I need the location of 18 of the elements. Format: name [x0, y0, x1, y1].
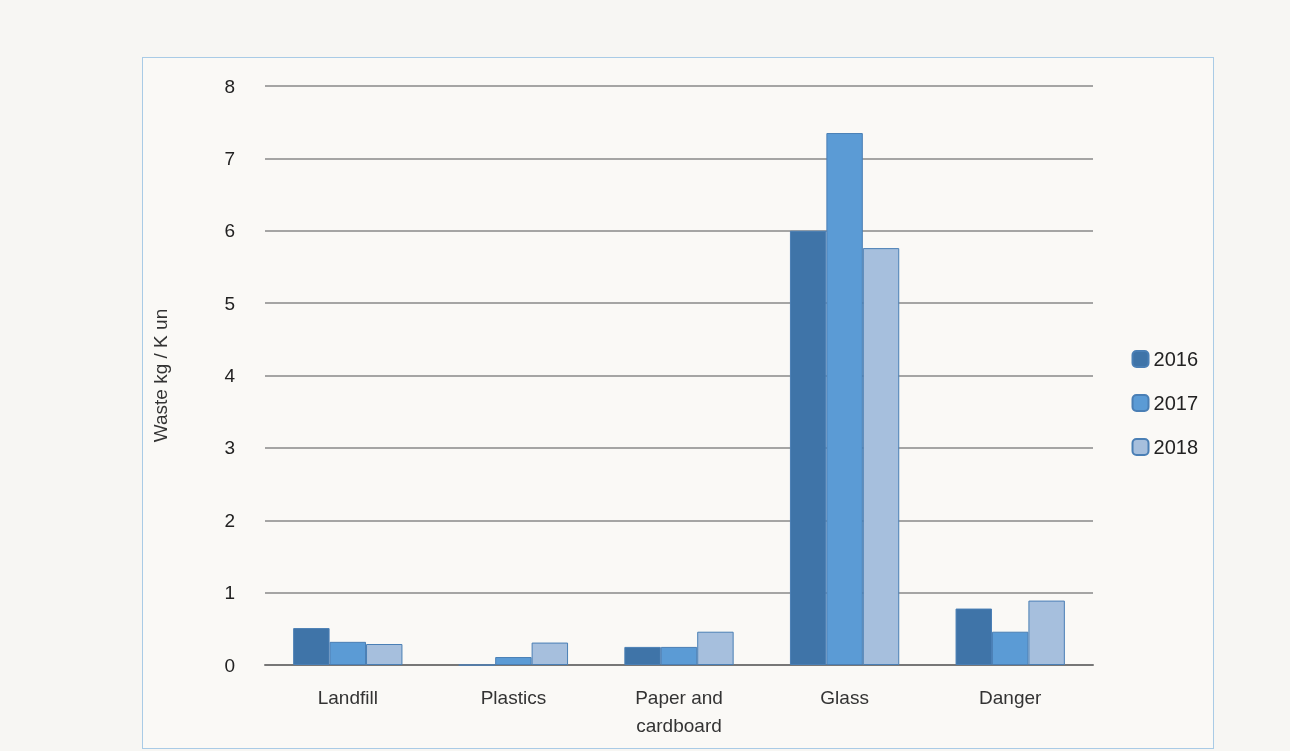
legend-label: 2018 [1153, 436, 1199, 458]
y-tick-label: 3 [224, 437, 235, 459]
x-tick-label: Glass [820, 686, 869, 708]
y-tick-label: 0 [224, 654, 235, 676]
legend-label: 2016 [1153, 348, 1199, 370]
y-tick-label: 1 [224, 582, 235, 604]
x-tick-label: Paper and cardboard [635, 686, 723, 736]
y-axis-title: Waste kg / K un [150, 308, 171, 443]
x-tick-label: Plastics [480, 686, 547, 708]
y-tick-label: 8 [224, 75, 235, 97]
y-tick-label: 4 [224, 365, 236, 386]
y-tick-label: 6 [224, 220, 235, 242]
x-tick-label: Danger [979, 686, 1043, 708]
y-tick-label: 7 [224, 147, 235, 169]
legend-label: 2017 [1153, 392, 1199, 414]
y-tick-label: 5 [224, 292, 235, 314]
y-tick-label: 2 [224, 509, 235, 531]
x-tick-label: Landfill [317, 686, 378, 708]
